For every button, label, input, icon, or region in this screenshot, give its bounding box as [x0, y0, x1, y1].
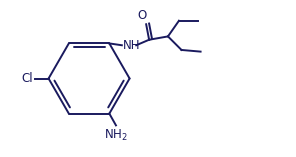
Text: NH$_2$: NH$_2$	[104, 128, 128, 143]
Text: NH: NH	[123, 39, 141, 52]
Text: Cl: Cl	[22, 72, 33, 85]
Text: O: O	[138, 9, 147, 22]
